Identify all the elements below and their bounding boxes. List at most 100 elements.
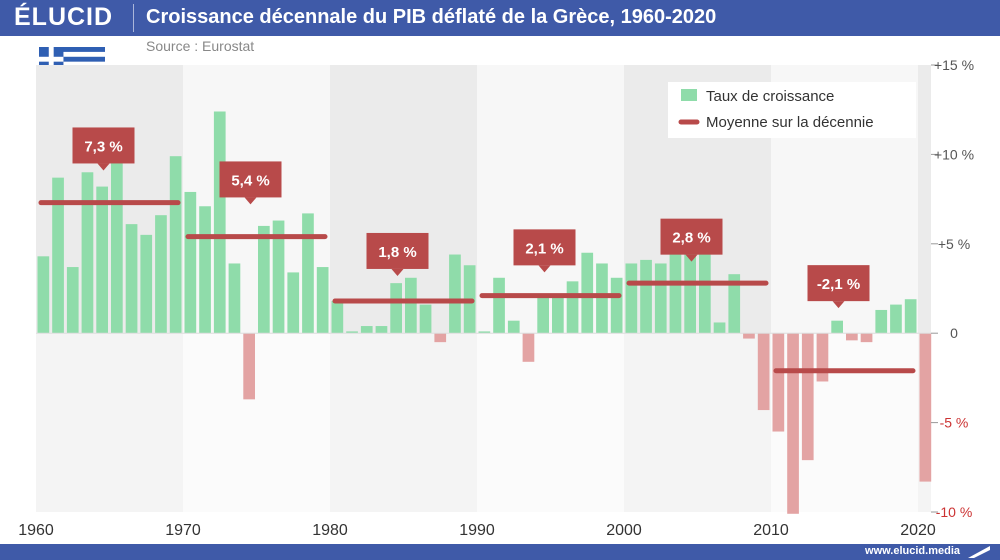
callout-label-2010: -2,1 % — [817, 276, 860, 293]
callout-pointer-2010 — [832, 301, 845, 309]
y-tick-label: +5 % — [938, 236, 970, 252]
bar-1977 — [287, 272, 300, 334]
bar-1998 — [596, 263, 608, 334]
x-tick-label: 2020 — [900, 522, 936, 539]
bar-2014 — [831, 320, 843, 334]
bar-1966 — [125, 224, 138, 334]
header-divider — [133, 4, 134, 32]
bar-1983 — [375, 326, 388, 334]
bar-1975 — [258, 225, 270, 334]
bar-1982 — [360, 326, 373, 334]
bar-1991 — [493, 277, 505, 334]
bar-2011 — [787, 333, 799, 514]
bar-1988 — [449, 254, 461, 334]
x-tick-label: 1960 — [18, 522, 54, 539]
footer-bar: www.elucid.media — [0, 544, 1000, 560]
callout-box-1990 — [513, 229, 576, 266]
source-note: Source : Eurostat — [146, 38, 255, 54]
bar-1961 — [52, 177, 64, 334]
callout-box-2010 — [807, 265, 870, 302]
x-tick-label: 1980 — [312, 522, 348, 539]
bar-2004 — [684, 242, 696, 334]
chart-title: Croissance décennale du PIB déflaté de l… — [146, 6, 717, 28]
bar-2001 — [640, 259, 652, 334]
bar-2007 — [728, 274, 741, 334]
bar-1994 — [537, 297, 549, 334]
bar-2013 — [816, 333, 829, 382]
bar-2018 — [890, 304, 902, 334]
bar-1981 — [346, 331, 358, 334]
y-tick-label: -5 % — [940, 415, 969, 431]
bar-2006 — [713, 322, 726, 334]
bar-1985 — [405, 277, 417, 334]
callout-pointer-1970 — [244, 197, 257, 205]
callout-pointer-2000 — [685, 254, 698, 262]
elucid-mark-icon — [968, 546, 990, 558]
callout-box-1970 — [219, 161, 282, 198]
legend-label-line: Moyenne sur la décennie — [706, 114, 874, 131]
y-tick-label: +15 % — [934, 57, 974, 73]
bar-1971 — [199, 206, 211, 334]
callout-label-1960: 7,3 % — [84, 138, 122, 155]
bar-2016 — [860, 333, 873, 343]
bar-1978 — [302, 213, 314, 334]
x-tick-label: 1990 — [459, 522, 495, 539]
bar-1997 — [581, 252, 594, 334]
bar-1963 — [81, 172, 94, 334]
bar-1990 — [478, 331, 491, 334]
bar-1995 — [552, 295, 564, 334]
bar-1979 — [316, 267, 329, 334]
bar-1984 — [390, 283, 402, 334]
bar-1972 — [213, 111, 226, 334]
bar-1987 — [434, 333, 447, 343]
bar-1969 — [169, 156, 182, 334]
callout-box-1960 — [72, 127, 135, 164]
callout-pointer-1990 — [538, 265, 551, 273]
x-tick-label: 2010 — [753, 522, 789, 539]
bar-2017 — [875, 309, 888, 334]
bar-1974 — [243, 333, 255, 400]
bar-2009 — [757, 333, 770, 411]
x-tick-label: 2000 — [606, 522, 642, 539]
bar-1968 — [155, 215, 167, 334]
y-tick-label: 0 — [950, 325, 958, 341]
callout-label-1980: 1,8 % — [378, 244, 416, 261]
bar-1973 — [228, 263, 241, 334]
bar-2000 — [625, 263, 638, 334]
bar-2020 — [919, 333, 932, 482]
bar-1996 — [566, 281, 579, 334]
bar-1993 — [522, 333, 535, 362]
y-tick-label: +10 % — [934, 146, 974, 162]
callout-label-1970: 5,4 % — [231, 172, 269, 189]
bar-2002 — [654, 263, 667, 334]
callout-box-1980 — [366, 232, 429, 269]
bar-1960 — [37, 256, 50, 334]
bar-2005 — [699, 254, 711, 334]
bar-1999 — [610, 277, 623, 334]
bar-1992 — [507, 320, 520, 334]
bar-1970 — [184, 191, 197, 334]
bar-2015 — [846, 333, 858, 341]
callout-pointer-1960 — [97, 163, 110, 171]
bar-1962 — [66, 267, 79, 334]
callout-pointer-1980 — [391, 268, 404, 276]
legend-swatch-bars — [681, 89, 697, 101]
legend-box — [668, 82, 916, 138]
bar-1967 — [140, 234, 153, 334]
legend-label-bars: Taux de croissance — [706, 88, 834, 105]
bar-1986 — [419, 304, 432, 334]
bar-1980 — [331, 301, 344, 334]
footer-url[interactable]: www.elucid.media — [865, 545, 960, 557]
bar-2019 — [904, 299, 917, 334]
bar-2012 — [801, 333, 814, 461]
callout-label-2000: 2,8 % — [672, 230, 710, 247]
callout-label-1990: 2,1 % — [525, 240, 563, 257]
bar-2010 — [772, 333, 785, 432]
bar-1976 — [272, 220, 285, 334]
callout-box-2000 — [660, 218, 723, 255]
bar-1964 — [96, 186, 108, 334]
header-bar: ÉLUCID Croissance décennale du PIB défla… — [0, 0, 1000, 36]
bar-2008 — [743, 333, 755, 339]
x-tick-label: 1970 — [165, 522, 201, 539]
